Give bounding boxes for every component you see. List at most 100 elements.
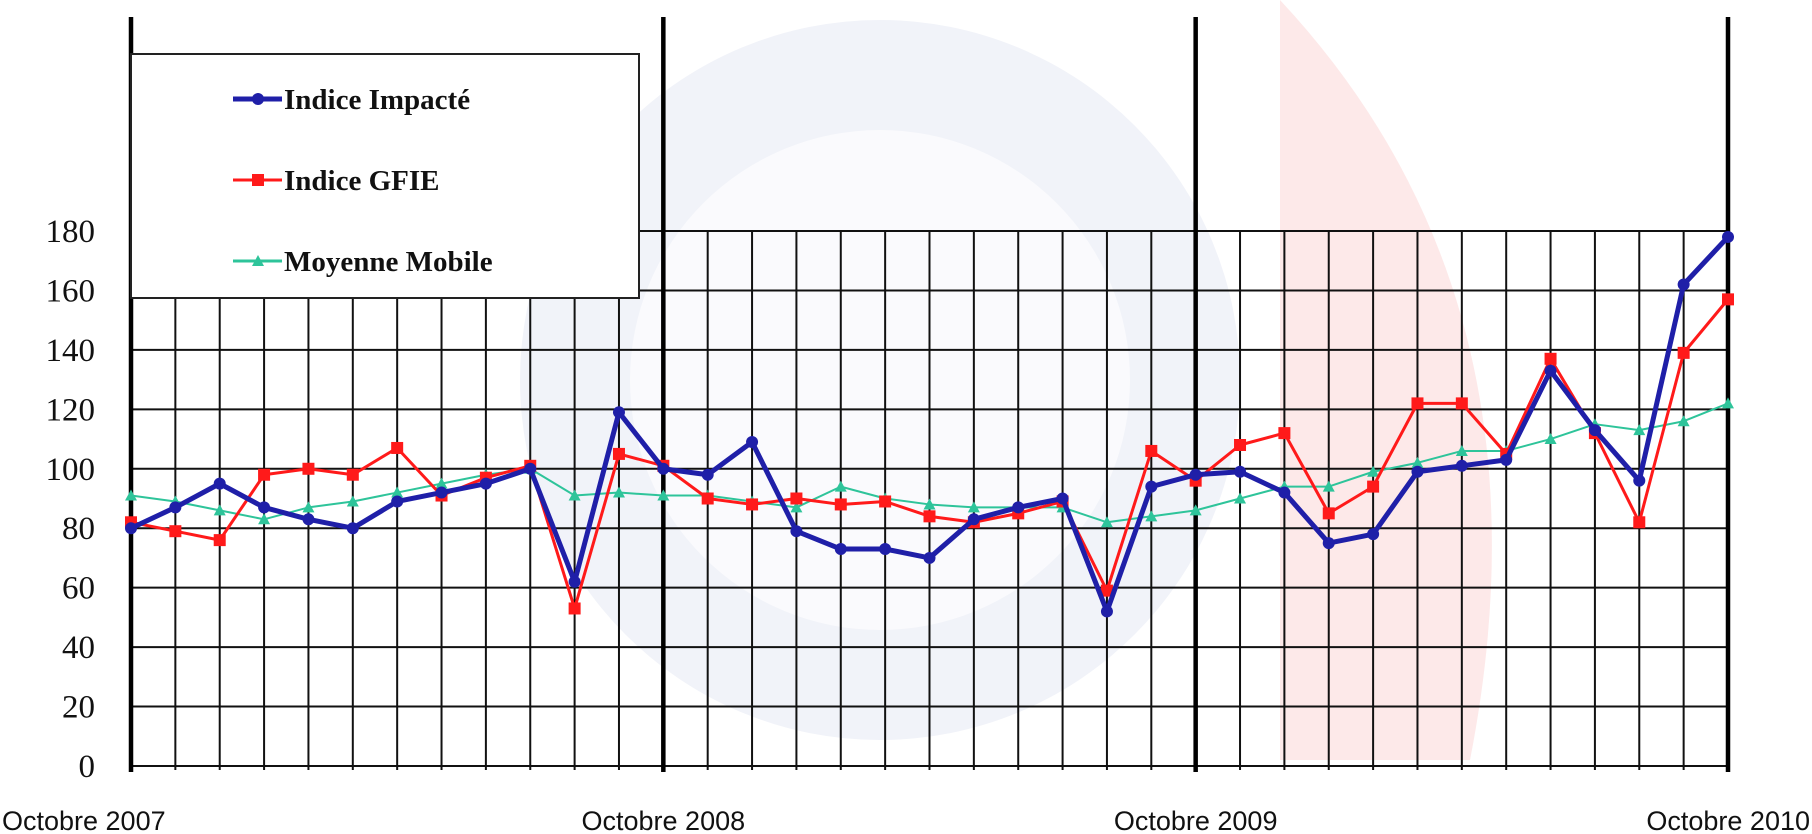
point — [1234, 439, 1247, 451]
point — [746, 436, 759, 449]
point — [391, 495, 404, 508]
point — [302, 501, 315, 513]
point — [1722, 293, 1734, 306]
point — [1322, 537, 1335, 550]
point — [1234, 465, 1247, 478]
point — [1322, 480, 1335, 492]
y-tick-label: 100 — [46, 452, 96, 488]
point — [1056, 492, 1069, 505]
point — [302, 513, 315, 526]
y-tick-label: 20 — [62, 690, 95, 726]
y-tick-label: 120 — [46, 392, 96, 428]
point — [125, 489, 137, 501]
point — [1677, 346, 1690, 359]
point — [346, 522, 359, 535]
point — [1455, 397, 1468, 410]
point — [1012, 501, 1025, 514]
x-tick-label: Octobre 2010 — [1646, 806, 1810, 834]
point — [923, 551, 936, 564]
y-tick-label: 0 — [79, 749, 96, 785]
point — [967, 501, 980, 513]
point — [1100, 605, 1113, 618]
point — [1411, 456, 1424, 468]
point — [1411, 465, 1424, 478]
point — [213, 534, 226, 547]
point — [1455, 444, 1468, 456]
x-tick-label: Octobre 2008 — [582, 806, 746, 834]
point — [479, 477, 492, 490]
point — [1145, 510, 1158, 522]
point — [169, 501, 182, 514]
legend-label: Indice Impacté — [284, 84, 470, 116]
point — [701, 492, 714, 505]
legend: Indice Impacté Indice GFIE Moyenne Mobile — [130, 53, 640, 299]
y-tick-label: 180 — [46, 214, 96, 250]
point — [923, 498, 936, 510]
point — [1677, 415, 1690, 427]
point — [1544, 364, 1557, 377]
watermark — [520, 0, 1492, 760]
point — [1367, 465, 1380, 477]
point — [1145, 480, 1158, 493]
point — [967, 513, 980, 526]
point — [1544, 352, 1557, 365]
point — [391, 441, 404, 454]
point — [1322, 507, 1335, 520]
point — [568, 602, 581, 615]
point — [258, 501, 271, 514]
point — [1145, 444, 1158, 457]
point — [524, 462, 537, 475]
point — [1722, 230, 1734, 243]
point — [1677, 278, 1690, 291]
x-tick-label: Octobre 2007 — [2, 806, 166, 834]
point — [435, 486, 448, 499]
point — [1411, 397, 1424, 410]
point — [258, 468, 271, 481]
point — [213, 504, 226, 516]
point — [790, 525, 803, 538]
x-tick-label: Octobre 2009 — [1114, 806, 1278, 834]
y-tick-label: 140 — [46, 333, 96, 369]
point — [346, 495, 359, 507]
point — [1234, 492, 1247, 504]
y-tick-label: 60 — [62, 571, 95, 607]
point — [701, 468, 714, 481]
point — [1633, 516, 1646, 529]
point — [1189, 468, 1202, 481]
point — [1722, 397, 1734, 409]
point — [568, 575, 581, 588]
point — [1278, 427, 1291, 440]
point — [435, 477, 448, 489]
point — [612, 486, 625, 498]
point — [1544, 433, 1557, 445]
point — [1100, 516, 1113, 528]
point — [879, 495, 892, 508]
y-tick-label: 40 — [62, 630, 95, 666]
point — [169, 525, 182, 538]
legend-marker — [252, 255, 264, 266]
point — [1633, 424, 1646, 436]
point — [790, 501, 803, 513]
legend-box — [130, 53, 640, 299]
point — [346, 468, 359, 481]
y-tick-label: 80 — [62, 511, 95, 547]
point — [258, 513, 271, 525]
legend-label: Indice GFIE — [284, 165, 440, 197]
point — [834, 498, 847, 511]
point — [1455, 459, 1468, 472]
point — [1367, 528, 1380, 541]
point — [1367, 480, 1380, 493]
point — [1189, 504, 1202, 516]
point — [612, 406, 625, 419]
legend-marker — [252, 93, 264, 105]
point — [790, 492, 803, 505]
point — [1633, 474, 1646, 487]
point — [568, 489, 581, 501]
point — [657, 462, 670, 475]
point — [746, 498, 759, 511]
point — [302, 462, 315, 475]
y-tick-label: 160 — [46, 273, 96, 309]
point — [1500, 453, 1513, 466]
point — [391, 486, 404, 498]
point — [213, 477, 226, 490]
